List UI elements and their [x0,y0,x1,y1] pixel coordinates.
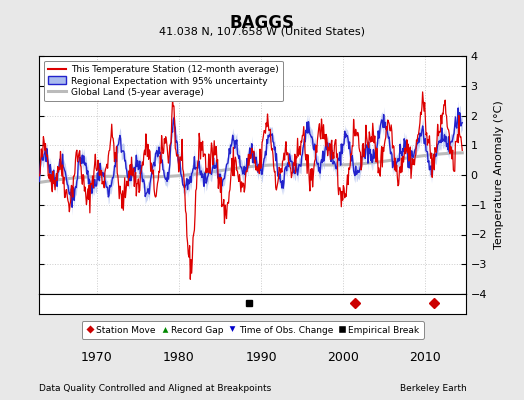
Text: 2000: 2000 [327,351,359,364]
Text: Data Quality Controlled and Aligned at Breakpoints: Data Quality Controlled and Aligned at B… [39,384,271,393]
Text: 1980: 1980 [163,351,195,364]
Text: 2010: 2010 [409,351,441,364]
Text: 1990: 1990 [245,351,277,364]
Legend: Station Move, Record Gap, Time of Obs. Change, Empirical Break: Station Move, Record Gap, Time of Obs. C… [82,321,424,339]
Text: Berkeley Earth: Berkeley Earth [400,384,466,393]
Text: 1970: 1970 [81,351,113,364]
Text: BAGGS: BAGGS [230,14,294,32]
Y-axis label: Temperature Anomaly (°C): Temperature Anomaly (°C) [494,101,504,249]
Text: 41.038 N, 107.658 W (United States): 41.038 N, 107.658 W (United States) [159,26,365,36]
Legend: This Temperature Station (12-month average), Regional Expectation with 95% uncer: This Temperature Station (12-month avera… [44,60,283,102]
